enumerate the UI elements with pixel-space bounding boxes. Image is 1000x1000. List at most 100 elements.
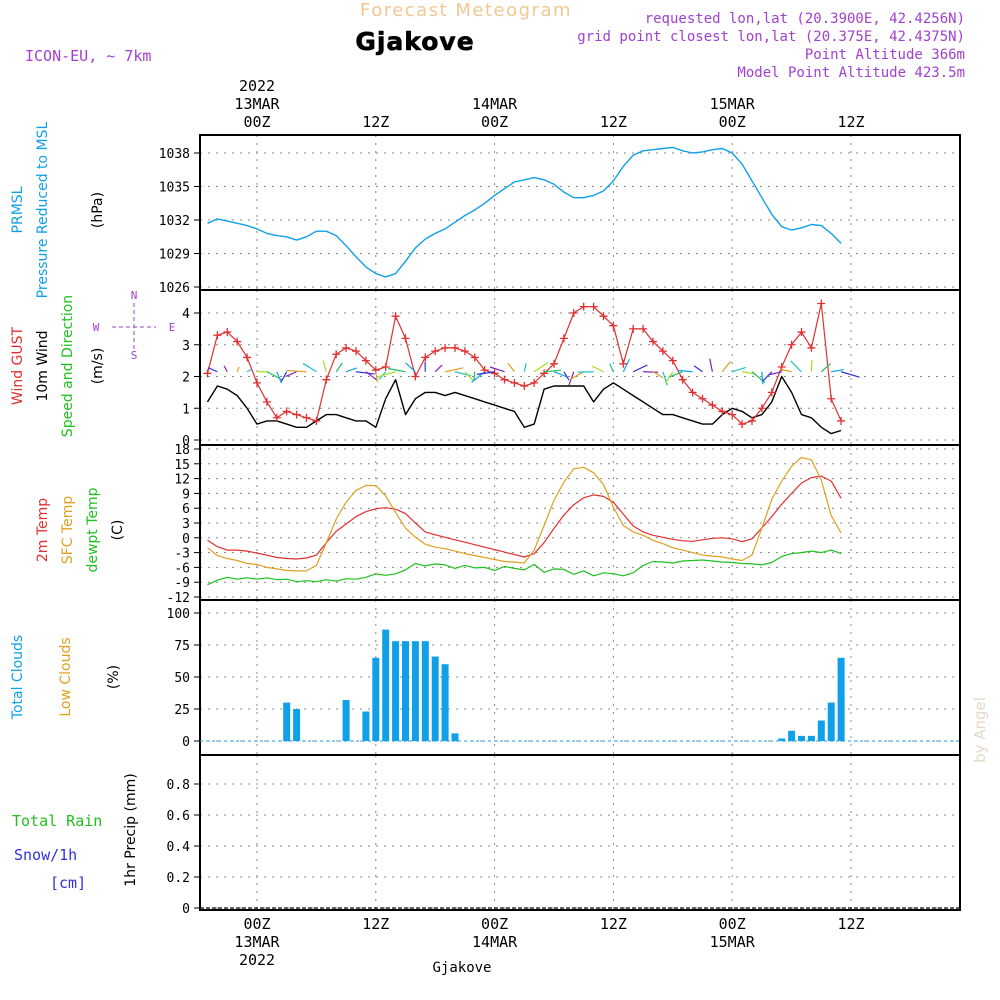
total-cloud-bar: [837, 657, 845, 741]
wind-gust-point: [718, 407, 727, 416]
temp-tick-label: 12: [174, 473, 190, 488]
wind-gust-point: [817, 299, 826, 308]
wind-direction-arrow: [507, 362, 515, 373]
wind-direction-arrow: [652, 371, 664, 379]
wind-gust-point: [569, 309, 578, 317]
wind-gust-point: [401, 334, 410, 343]
wind-direction-arrow: [553, 371, 568, 378]
wind-direction-arrow: [820, 363, 832, 373]
wind-gust-point: [223, 328, 232, 337]
total-cloud-bar: [372, 657, 380, 741]
total-cloud-bar: [431, 656, 439, 741]
temp-dewpt-label: dewpt Temp: [85, 487, 101, 572]
wind-gust-point: [807, 343, 816, 352]
wind-direction-label: Speed and Direction: [60, 295, 76, 437]
wind-gust-point: [381, 362, 390, 371]
temp-tick-label: 15: [174, 458, 190, 473]
info-line-1: requested lon,lat (20.3900E, 42.4256N): [645, 11, 965, 27]
watermark: by Angel: [971, 697, 989, 763]
wind-gust-point: [510, 378, 519, 387]
wind-direction-arrow: [768, 371, 782, 376]
wind-gust-point: [579, 302, 588, 311]
wind-gust-point: [500, 375, 509, 384]
wind-gust-point: [312, 416, 321, 425]
temp-tick-label: -6: [174, 561, 190, 576]
bottom-date-label: 14MAR: [472, 933, 518, 951]
wind-gust-point: [550, 359, 558, 368]
wind-tick-label: 0: [182, 434, 190, 449]
wind-gust-point: [282, 407, 291, 416]
total-cloud-bar: [402, 641, 409, 741]
wind-gust-point: [619, 359, 628, 368]
wind-gust-point: [421, 353, 430, 362]
temp-tick-label: 18: [174, 443, 190, 458]
wind-direction-arrow: [609, 363, 614, 372]
total-cloud-bar: [778, 738, 786, 741]
total-rain-label: Total Rain: [12, 812, 102, 830]
precip-tick-label: 0.6: [167, 809, 190, 824]
compass-north-label: N: [131, 289, 138, 302]
precip-panel-frame: [199, 754, 961, 911]
temp-2m-label: 2m Temp: [35, 498, 51, 562]
compass-south-label: S: [131, 349, 138, 362]
info-line-2: grid point closest lon,lat (20.375E, 42.…: [577, 29, 965, 45]
temp-tick-label: 6: [182, 502, 190, 517]
temp-unit-label: (C): [110, 520, 126, 541]
wind-gust-point: [490, 369, 499, 378]
wind-gust-point: [678, 375, 687, 384]
bottom-time-label: 12Z: [600, 915, 627, 933]
wind-gust-point: [520, 382, 529, 391]
wind-tick-label: 1: [182, 402, 190, 417]
wind-direction-arrow: [742, 371, 755, 375]
wind-direction-arrow: [345, 367, 357, 373]
clouds-tick-label: 75: [174, 639, 190, 654]
total-cloud-bar: [382, 629, 390, 741]
total-cloud-bar: [293, 709, 301, 741]
total-cloud-bar: [451, 733, 459, 741]
wind-direction-arrow: [365, 371, 378, 381]
wind-speed-line: [206, 375, 842, 435]
wind-gust-point: [559, 334, 568, 343]
wind-direction-arrow: [246, 369, 252, 373]
wind-direction-arrow: [790, 360, 802, 373]
wind-gust-point: [658, 347, 667, 356]
wind-gust-point: [787, 340, 796, 349]
wind-direction-arrow: [721, 360, 732, 373]
top-time-label: 12Z: [837, 113, 864, 131]
wind-gust-point: [827, 394, 836, 403]
precip-unit-label: 1hr Precip (mm): [123, 773, 139, 886]
wind-direction-arrow: [831, 368, 844, 373]
footer-location: Gjakove: [432, 960, 491, 976]
wind-direction-arrow: [643, 371, 659, 373]
temp-sfc-label: SFC Temp: [60, 496, 76, 565]
clouds-tick-label: 50: [174, 671, 190, 686]
wind-gust-point: [470, 353, 479, 362]
total-cloud-bar: [788, 730, 796, 741]
total-cloud-bar: [342, 700, 350, 741]
wind-gust-point: [302, 413, 311, 422]
bottom-time-label: 12Z: [362, 915, 389, 933]
wind-direction-arrow: [286, 369, 307, 373]
total-cloud-bar: [362, 711, 370, 741]
temp-tick-label: 9: [182, 487, 190, 502]
bottom-date-label: 13MAR: [234, 933, 280, 951]
top-time-label: 12Z: [362, 113, 389, 131]
wind-tick-label: 4: [182, 307, 190, 322]
wind-gust-point: [233, 337, 242, 346]
wind-direction-arrow: [693, 365, 703, 373]
precip-tick-label: 0: [182, 902, 190, 917]
wind-direction-arrow: [762, 371, 773, 382]
wind-gust-label: Wind GUST: [10, 326, 26, 405]
pressure-panel-frame: [199, 134, 961, 291]
wind-gust-point: [708, 401, 717, 410]
wind-gust-point: [441, 343, 450, 352]
precip-tick-label: 0.8: [167, 778, 190, 793]
wind-gust-point: [599, 312, 608, 321]
bottom-year-label: 2022: [239, 951, 275, 969]
wind-direction-arrow: [662, 371, 668, 386]
clouds-tick-label: 0: [182, 735, 190, 750]
total-cloud-bar: [817, 720, 825, 741]
wind-gust-point: [757, 404, 766, 413]
wind-direction-arrow: [335, 362, 343, 373]
wind-gust-point: [837, 416, 846, 425]
